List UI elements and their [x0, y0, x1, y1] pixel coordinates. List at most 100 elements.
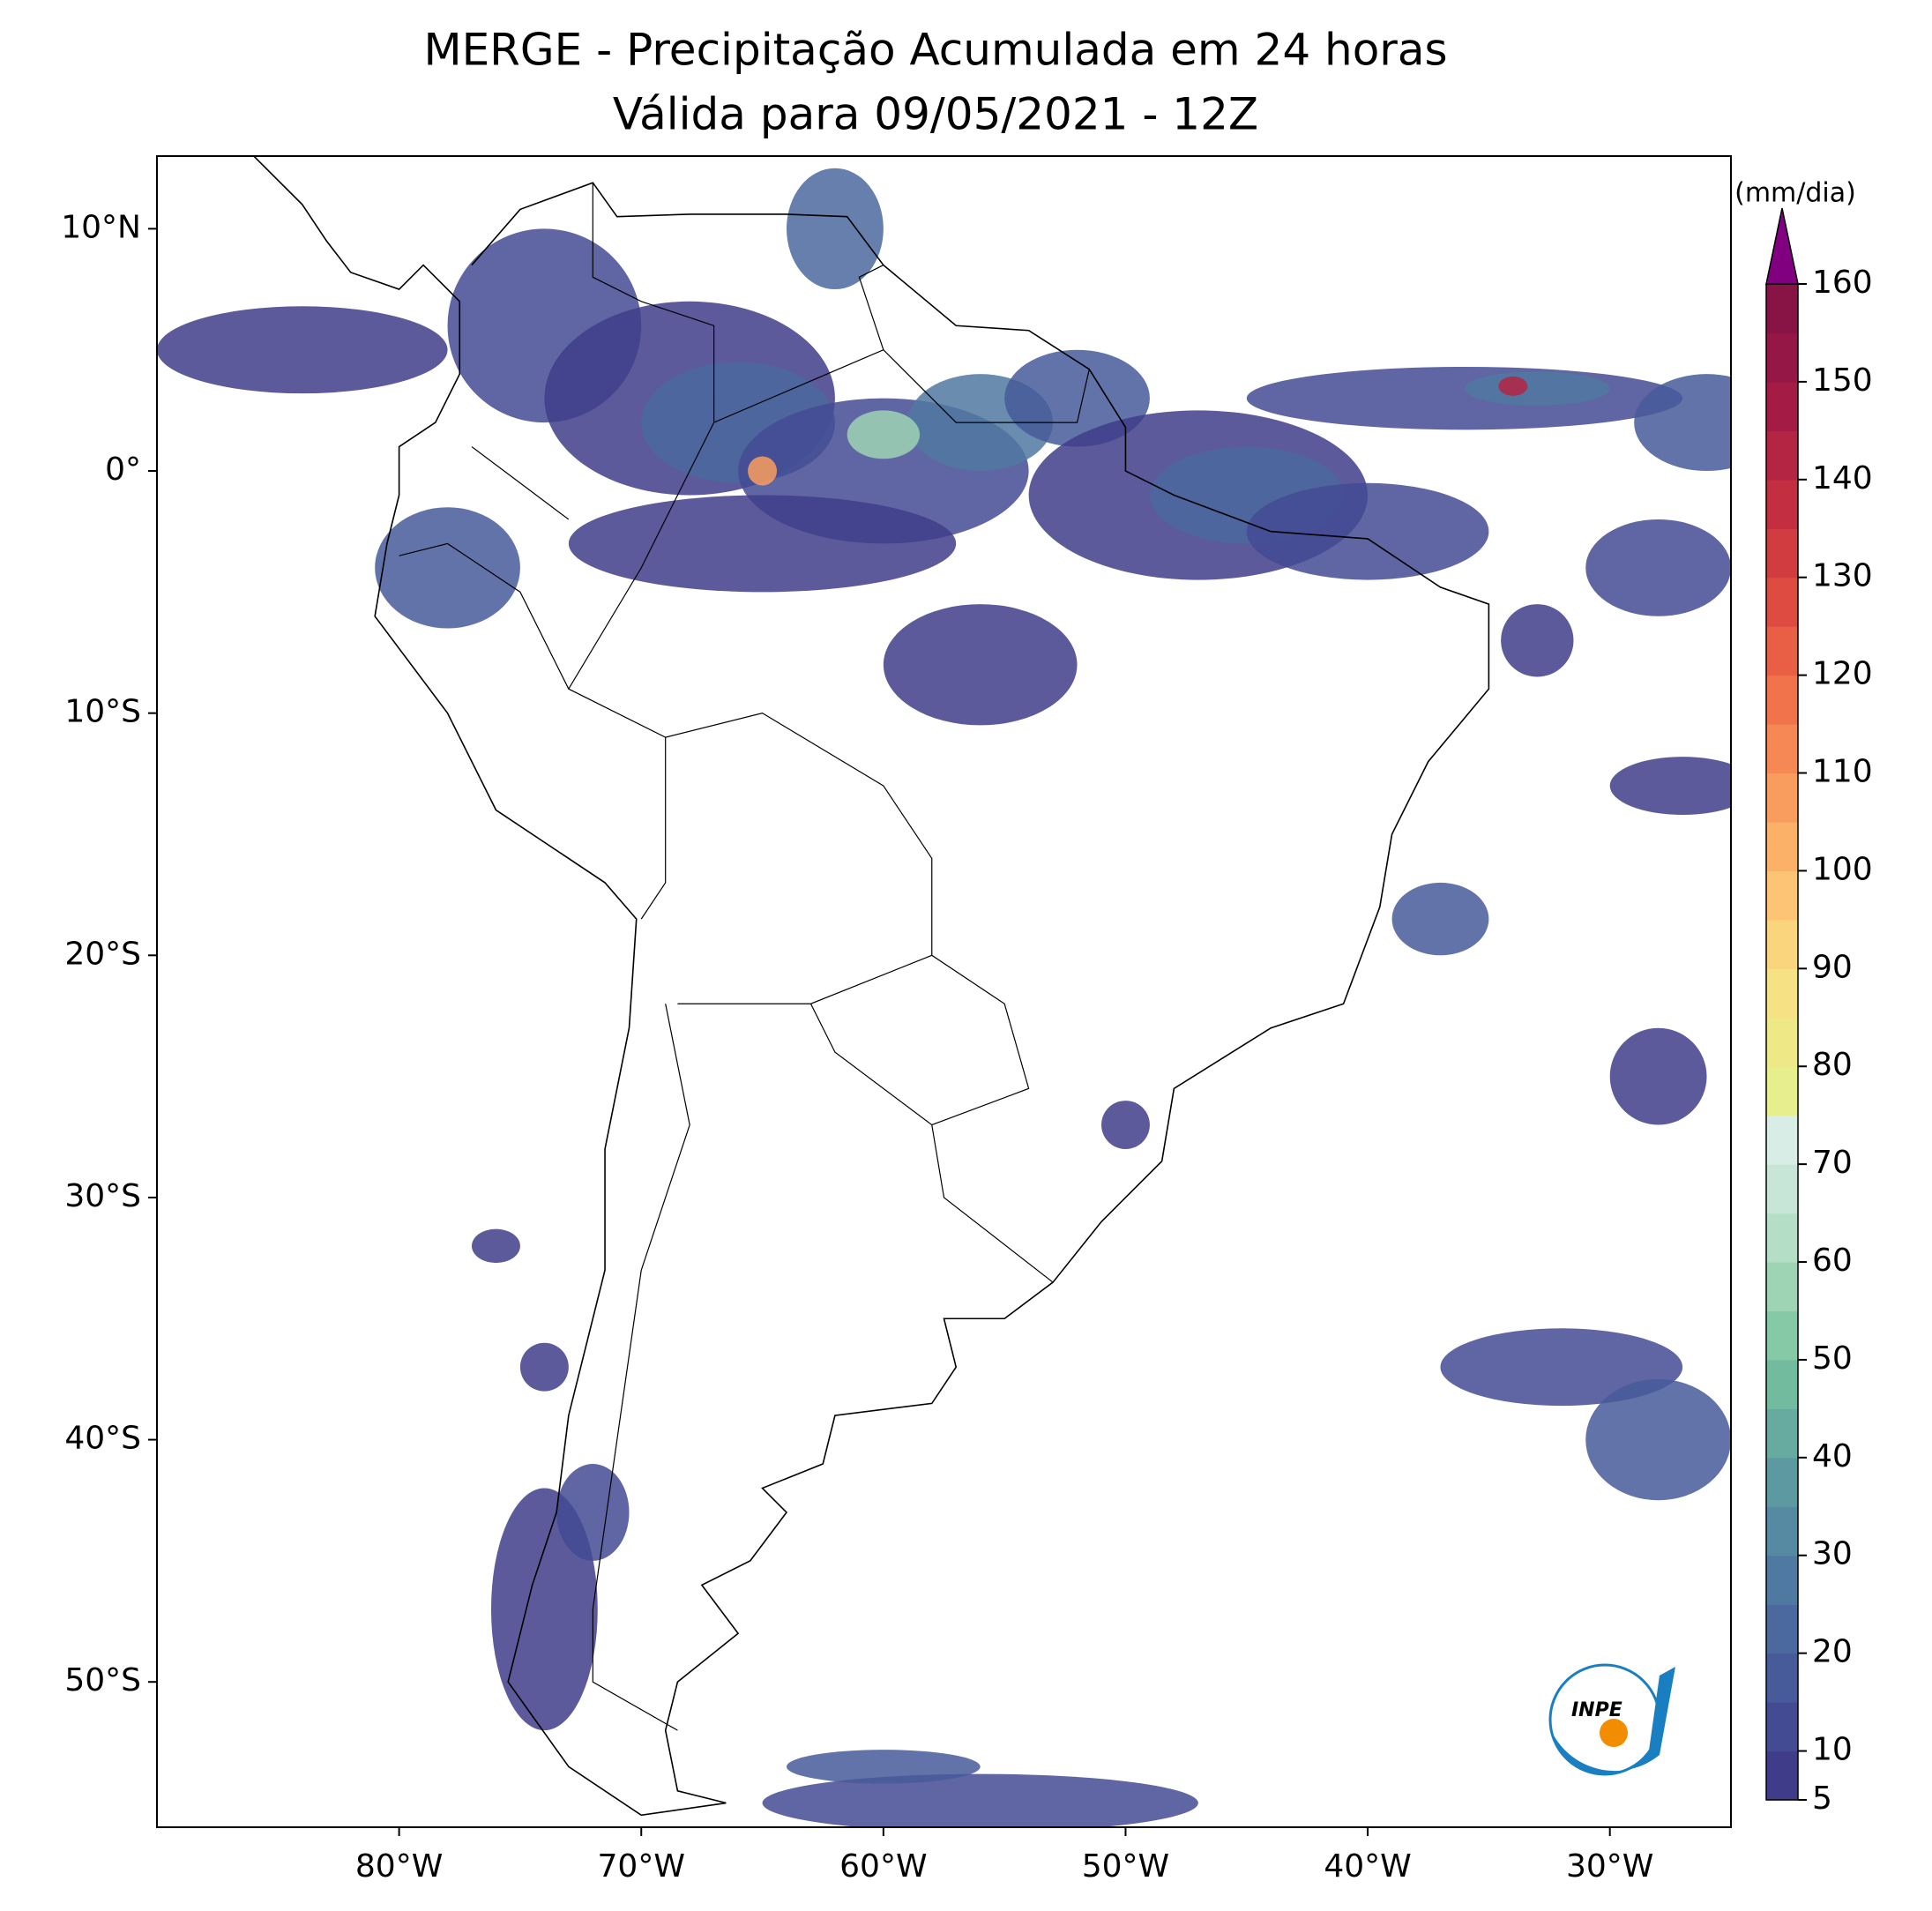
colorbar-tick-label: 70	[1812, 1145, 1853, 1181]
lon-tick-label: 70°W	[598, 1848, 685, 1885]
colorbar-tick-label: 5	[1812, 1780, 1832, 1817]
colorbar-band	[1766, 1310, 1798, 1361]
border	[592, 1004, 690, 1731]
border	[592, 183, 715, 423]
border	[399, 542, 570, 690]
colorbar-tick-label: 110	[1812, 754, 1873, 790]
colorbar-band	[1766, 577, 1798, 627]
colorbar-tick-label: 50	[1812, 1340, 1853, 1377]
precipitation-area	[1609, 757, 1731, 816]
logo-arrow	[1550, 1667, 1675, 1774]
lon-tick-label: 60°W	[839, 1848, 927, 1885]
precipitation-area	[556, 1464, 630, 1561]
map: 80°W 70°W 60°W 50°W 40°W 30°W 10°N 0° 10°S 20°S 30…	[61, 155, 1732, 1885]
colorbar-band	[1766, 773, 1798, 823]
colorbar-band	[1766, 626, 1798, 676]
precipitation-area	[1464, 371, 1610, 406]
lat-tick-label: 20°S	[64, 936, 141, 972]
logo-text: INPE	[1571, 1699, 1622, 1721]
lon-tick-label: 30°W	[1566, 1848, 1653, 1885]
lon-tick-label: 80°W	[355, 1848, 443, 1885]
colorbar-tick-label: 60	[1812, 1243, 1853, 1279]
precipitation-area	[787, 168, 884, 290]
colorbar-band	[1766, 479, 1798, 529]
colorbar-frame	[1765, 283, 1799, 1801]
colorbar-band	[1766, 332, 1798, 383]
border	[858, 265, 884, 350]
colorbar-tick-label: 40	[1812, 1438, 1853, 1474]
colorbar-tick-label: 140	[1812, 460, 1873, 496]
border	[665, 713, 1054, 1283]
colorbar-label: (mm/dia)	[1734, 178, 1856, 209]
precipitation-area	[1585, 519, 1731, 616]
lat-tick-label: 0°	[105, 452, 141, 488]
colorbar-band	[1766, 430, 1798, 481]
colorbar-tick-label: 130	[1812, 558, 1873, 594]
colorbar-tick-label: 30	[1812, 1536, 1853, 1572]
precipitation-area	[1498, 376, 1528, 396]
lat-tick-label: 50°S	[64, 1662, 141, 1698]
colorbar-tick-label: 10	[1812, 1732, 1853, 1768]
colorbar-band	[1766, 1262, 1798, 1312]
colorbar-tick-label: 100	[1812, 851, 1873, 887]
precipitation-area	[1246, 482, 1489, 580]
precipitation-area	[375, 507, 520, 629]
precipitation-area	[787, 1750, 981, 1784]
precipitation-area	[847, 410, 921, 459]
colorbar-band	[1766, 1408, 1798, 1459]
map-content	[157, 156, 1731, 1827]
precipitation-area	[883, 604, 1078, 726]
colorbar-band	[1766, 1751, 1798, 1801]
colorbar-band	[1766, 1702, 1798, 1752]
colorbar-band	[1766, 1115, 1798, 1165]
colorbar-band	[1766, 1213, 1798, 1263]
map-frame	[156, 155, 1732, 1828]
colorbar-band	[1766, 675, 1798, 725]
colorbar-tick-label: 80	[1812, 1047, 1853, 1083]
precipitation-area	[157, 306, 448, 394]
colorbar-band	[1766, 968, 1798, 1019]
precipitation-area	[762, 1773, 1198, 1827]
precipitation-area	[1585, 1378, 1731, 1501]
precipitation-area	[568, 495, 957, 593]
colorbar-band	[1766, 284, 1798, 334]
colorbar-band	[1766, 919, 1798, 969]
colorbar: 5 10 20 30 40 50 60 70 80 90 100 110 120 130 140 150 160…	[1734, 178, 1873, 1818]
precipitation-area	[472, 1228, 520, 1264]
colorbar-band	[1766, 1066, 1798, 1116]
colorbar-band	[1766, 870, 1798, 921]
subtitle: Válida para 09/05/2021 - 12Z	[613, 89, 1258, 140]
colorbar-band	[1766, 724, 1798, 774]
logo-dot	[1600, 1719, 1628, 1747]
precipitation-area	[519, 1342, 569, 1392]
coastline	[253, 156, 1490, 1817]
colorbar-band	[1766, 1457, 1798, 1507]
colorbar-band	[1766, 1653, 1798, 1703]
colorbar-band	[1766, 1506, 1798, 1556]
title: MERGE - Precipitação Acumulada em 24 hor…	[423, 25, 1447, 76]
lat-tick-label: 10°N	[61, 209, 141, 245]
precipitation-area	[1609, 1027, 1707, 1125]
border	[809, 1003, 933, 1126]
precipitation-area	[1246, 366, 1683, 430]
colorbar-tick-label: 20	[1812, 1634, 1853, 1670]
border	[677, 954, 932, 1004]
precipitation-area	[1634, 374, 1731, 472]
precipitation-area	[748, 456, 778, 486]
precipitation-area	[1391, 882, 1489, 956]
logo: INPE	[1548, 1663, 1675, 1776]
lat-tick-label: 40°S	[64, 1421, 141, 1457]
lat-tick-label: 30°S	[64, 1178, 141, 1214]
lat-tick-label: 10°S	[64, 694, 141, 730]
precipitation-area	[1101, 1101, 1150, 1150]
colorbar-tick-label: 150	[1812, 362, 1873, 399]
colorbar-band	[1766, 381, 1798, 431]
colorbar-band	[1766, 1017, 1798, 1067]
colorbar-tick-label: 160	[1812, 265, 1873, 301]
colorbar-tick-label: 90	[1812, 949, 1853, 985]
colorbar-band	[1766, 1164, 1798, 1214]
colorbar-band	[1766, 821, 1798, 872]
colorbar-band	[1766, 528, 1798, 579]
